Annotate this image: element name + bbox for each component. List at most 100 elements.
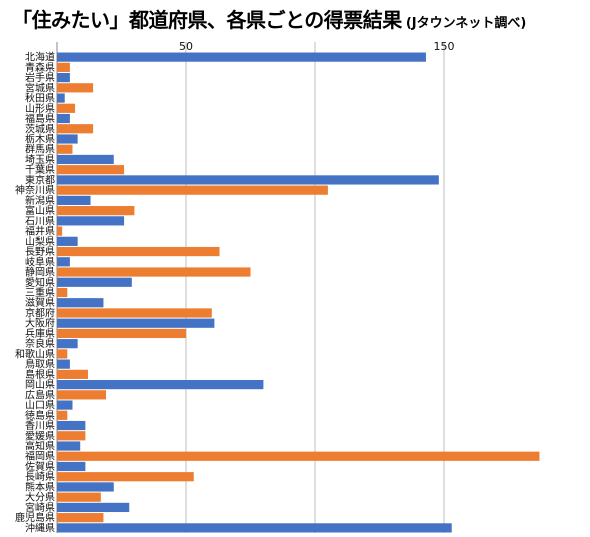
category-label: 奈良県 <box>25 337 55 350</box>
category-label: 富山県 <box>25 204 55 217</box>
category-label: 大阪府 <box>25 317 55 330</box>
bar-栃木県 <box>57 134 78 144</box>
bar-東京都 <box>57 175 439 185</box>
bar-大阪府 <box>57 318 215 328</box>
bar-新潟県 <box>57 195 91 205</box>
category-label: 静岡県 <box>25 266 55 279</box>
bar-長崎県 <box>57 472 194 482</box>
bar-京都府 <box>57 308 212 318</box>
category-label: 岡山県 <box>25 379 55 391</box>
bar-山口県 <box>57 400 73 410</box>
category-label: 新潟県 <box>25 194 55 207</box>
category-label: 長野県 <box>25 246 55 258</box>
bar-高知県 <box>57 441 81 451</box>
bar-青森県 <box>57 62 70 72</box>
bar-熊本県 <box>57 482 114 492</box>
bar-岡山県 <box>57 380 264 390</box>
category-label: 三重県 <box>25 286 55 299</box>
bar-長野県 <box>57 246 220 257</box>
bar-富山県 <box>57 206 135 216</box>
category-label: 岐阜県 <box>25 255 55 268</box>
x-axis-ticks: 50 150 <box>179 40 455 53</box>
category-label: 和歌山県 <box>15 347 55 360</box>
category-label: 島根県 <box>25 368 55 381</box>
category-label: 京都府 <box>25 306 55 319</box>
category-label: 佐賀県 <box>25 461 55 473</box>
category-label: 広島県 <box>25 388 55 401</box>
bar-和歌山県 <box>57 349 68 359</box>
bar-兵庫県 <box>57 328 186 339</box>
bar-千葉県 <box>57 165 125 175</box>
category-label: 大分県 <box>25 491 55 504</box>
bar-石川県 <box>57 216 125 226</box>
category-label: 宮城県 <box>25 81 55 94</box>
bar-山梨県 <box>57 236 78 246</box>
category-label: 山口県 <box>25 400 55 412</box>
bar-福島県 <box>57 113 70 124</box>
category-labels: 北海道青森県岩手県宮城県秋田県山形県福島県茨城県栃木県群馬県埼玉県千葉県東京都神… <box>15 51 55 535</box>
bar-茨城県 <box>57 124 94 134</box>
bar-鹿児島県 <box>57 513 104 523</box>
bar-奈良県 <box>57 339 78 349</box>
bar-山形県 <box>57 103 76 113</box>
chart-source: (Jタウンネット調べ) <box>405 16 527 31</box>
bar-三重県 <box>57 287 68 298</box>
category-label: 石川県 <box>25 215 55 227</box>
bar-埼玉県 <box>57 154 114 165</box>
category-label: 香川県 <box>25 420 55 432</box>
category-label: 福島県 <box>25 112 55 125</box>
bar-群馬県 <box>57 144 73 154</box>
bar-鳥取県 <box>57 359 70 369</box>
category-label: 沖縄県 <box>25 521 55 534</box>
category-label: 群馬県 <box>25 143 55 156</box>
category-label: 鹿児島県 <box>15 511 55 524</box>
bar-岐阜県 <box>57 257 70 267</box>
bar-沖縄県 <box>57 523 452 533</box>
category-label: 福井県 <box>25 225 55 238</box>
category-label: 茨城県 <box>25 122 55 135</box>
category-label: 秋田県 <box>25 92 55 105</box>
bar-福井県 <box>57 226 63 236</box>
category-label: 滋賀県 <box>25 296 55 309</box>
category-label: 東京都 <box>25 173 55 186</box>
bar-徳島県 <box>57 410 68 420</box>
bars <box>57 52 540 533</box>
bar-広島県 <box>57 390 107 400</box>
category-label: 岩手県 <box>25 71 55 84</box>
bar-愛媛県 <box>57 431 86 441</box>
category-label: 愛知県 <box>25 276 55 289</box>
category-label: 山形県 <box>25 103 55 115</box>
bar-宮崎県 <box>57 502 130 513</box>
bar-秋田県 <box>57 93 65 103</box>
category-label: 高知県 <box>25 440 55 453</box>
category-label: 埼玉県 <box>25 153 55 166</box>
bar-静岡県 <box>57 267 251 277</box>
bar-滋賀県 <box>57 298 104 308</box>
category-label: 青森県 <box>25 61 55 74</box>
category-label: 鳥取県 <box>25 358 55 371</box>
bar-宮城県 <box>57 83 94 93</box>
bar-愛知県 <box>57 277 132 287</box>
chart-title-block: 「住みたい」都道府県、各県ごとの得票結果 (Jタウンネット調べ) <box>12 4 526 34</box>
bar-島根県 <box>57 369 88 379</box>
category-label: 神奈川県 <box>15 184 55 197</box>
bar-大分県 <box>57 492 101 502</box>
x-tick-label: 50 <box>179 40 193 53</box>
chart-title: 「住みたい」都道府県、各県ごとの得票結果 <box>12 8 402 32</box>
gridlines <box>56 42 445 533</box>
category-label: 栃木県 <box>25 132 55 145</box>
bar-福岡県 <box>57 451 540 461</box>
category-label: 長崎県 <box>25 470 55 483</box>
bar-岩手県 <box>57 72 70 83</box>
category-label: 千葉県 <box>25 163 55 176</box>
bar-北海道 <box>57 52 426 62</box>
bar-佐賀県 <box>57 461 86 472</box>
category-label: 愛媛県 <box>25 429 55 442</box>
bar-神奈川県 <box>57 185 328 195</box>
category-label: 福岡県 <box>25 450 55 463</box>
bar-香川県 <box>57 420 86 431</box>
category-label: 宮崎県 <box>25 501 55 514</box>
x-tick-label: 150 <box>434 40 455 53</box>
category-label: 北海道 <box>25 51 55 64</box>
category-label: 山梨県 <box>25 235 55 248</box>
